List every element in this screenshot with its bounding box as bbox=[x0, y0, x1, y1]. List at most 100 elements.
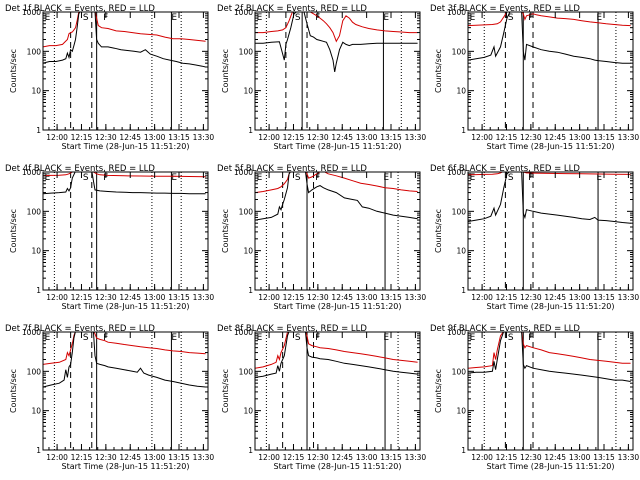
x-tick-label: 12:45 bbox=[119, 453, 141, 462]
y-tick-label: 100 bbox=[452, 367, 467, 376]
phase-marker-label: S bbox=[83, 333, 89, 343]
events-series-line bbox=[43, 332, 206, 388]
plot-frame bbox=[42, 331, 209, 451]
y-tick-label: 1 bbox=[36, 126, 41, 135]
y-tick-label: 100 bbox=[27, 207, 42, 216]
panel-det-5f: Det 5f BLACK = Events, RED = LLDESFE1101… bbox=[217, 164, 426, 311]
x-tick-label: 12:00 bbox=[258, 133, 280, 142]
phase-marker-label: E bbox=[596, 333, 602, 343]
panel-det-2f: Det 2f BLACK = Events, RED = LLDESFE1101… bbox=[217, 4, 426, 151]
x-tick-label: 13:15 bbox=[380, 453, 402, 462]
x-tick-label: 12:00 bbox=[258, 453, 280, 462]
x-axis-label: Start Time (28-Jun-15 11:51:20) bbox=[62, 302, 190, 311]
x-tick-label: 12:00 bbox=[471, 133, 493, 142]
y-tick-label: 1 bbox=[36, 286, 41, 295]
phase-marker-label: S bbox=[83, 173, 89, 183]
phase-marker-label: E bbox=[45, 13, 51, 23]
lld-series-line bbox=[468, 172, 631, 176]
x-tick-label: 12:00 bbox=[258, 293, 280, 302]
panel-det-9f: Det 9f BLACK = Events, RED = LLDESFE1101… bbox=[430, 324, 639, 471]
x-tick-label: 12:45 bbox=[544, 133, 566, 142]
panel-title: Det 6f BLACK = Events, RED = LLD bbox=[430, 164, 580, 174]
x-tick-label: 13:15 bbox=[380, 133, 402, 142]
x-tick-label: 12:00 bbox=[46, 453, 68, 462]
x-tick-label: 12:30 bbox=[307, 293, 329, 302]
y-tick-label: 100 bbox=[27, 367, 42, 376]
plot-frame bbox=[467, 331, 634, 451]
phase-marker-label: E bbox=[596, 13, 602, 23]
lld-series-line bbox=[255, 332, 418, 369]
lld-series-line bbox=[468, 12, 631, 27]
x-tick-label: 12:30 bbox=[520, 293, 542, 302]
x-tick-label: 12:15 bbox=[496, 133, 518, 142]
events-series-line bbox=[468, 172, 631, 224]
panel-title: Det 1f BLACK = Events, RED = LLD bbox=[5, 4, 155, 14]
lld-series-line bbox=[255, 172, 418, 194]
panel-title: Det 2f BLACK = Events, RED = LLD bbox=[217, 4, 367, 14]
x-tick-label: 12:15 bbox=[283, 133, 305, 142]
phase-marker-label: E bbox=[171, 333, 177, 343]
y-axis-label: Counts/sec bbox=[9, 49, 18, 93]
lld-series-line bbox=[43, 332, 206, 365]
y-axis-label: Counts/sec bbox=[221, 49, 230, 93]
x-tick-label: 12:45 bbox=[544, 293, 566, 302]
panel-det-1f: Det 1f BLACK = Events, RED = LLDESFE1101… bbox=[5, 4, 214, 151]
y-tick-label: 10 bbox=[31, 407, 41, 416]
panel-title: Det 4f BLACK = Events, RED = LLD bbox=[5, 164, 155, 174]
plot-frame bbox=[467, 171, 634, 291]
phase-marker-label: E bbox=[596, 173, 602, 183]
x-tick-label: 13:30 bbox=[193, 293, 215, 302]
phase-marker-label: E bbox=[470, 173, 476, 183]
x-tick-label: 12:30 bbox=[307, 453, 329, 462]
panel-det-7f: Det 7f BLACK = Events, RED = LLDESFE1101… bbox=[5, 324, 214, 471]
lld-series-line bbox=[43, 172, 206, 178]
panel-title: Det 5f BLACK = Events, RED = LLD bbox=[217, 164, 367, 174]
y-tick-label: 100 bbox=[239, 207, 254, 216]
x-tick-label: 12:15 bbox=[283, 293, 305, 302]
y-tick-label: 10 bbox=[456, 407, 466, 416]
phase-marker-label: E bbox=[257, 13, 263, 23]
x-tick-label: 13:00 bbox=[356, 133, 378, 142]
y-axis-label: Counts/sec bbox=[9, 209, 18, 253]
y-axis-label: Counts/sec bbox=[434, 369, 443, 413]
x-tick-label: 13:30 bbox=[618, 293, 640, 302]
plot-frame bbox=[254, 11, 421, 131]
plot-frame bbox=[42, 11, 209, 131]
lld-series-line bbox=[43, 12, 206, 48]
x-tick-label: 12:45 bbox=[119, 293, 141, 302]
x-tick-label: 13:00 bbox=[356, 293, 378, 302]
x-tick-label: 12:00 bbox=[46, 133, 68, 142]
x-tick-label: 12:30 bbox=[95, 133, 117, 142]
lld-series-line bbox=[468, 332, 631, 369]
y-tick-label: 10 bbox=[31, 247, 41, 256]
y-axis-label: Counts/sec bbox=[434, 209, 443, 253]
x-axis-label: Start Time (28-Jun-15 11:51:20) bbox=[62, 142, 190, 151]
plot-frame bbox=[254, 171, 421, 291]
panel-det-4f: Det 4f BLACK = Events, RED = LLDESFE1101… bbox=[5, 164, 214, 311]
x-tick-label: 12:45 bbox=[331, 293, 353, 302]
phase-marker-label: E bbox=[470, 333, 476, 343]
x-tick-label: 13:00 bbox=[144, 133, 166, 142]
x-axis-label: Start Time (28-Jun-15 11:51:20) bbox=[62, 462, 190, 471]
x-tick-label: 12:15 bbox=[496, 293, 518, 302]
x-axis-label: Start Time (28-Jun-15 11:51:20) bbox=[274, 462, 402, 471]
y-axis-label: Counts/sec bbox=[434, 49, 443, 93]
y-tick-label: 1000 bbox=[234, 328, 253, 337]
x-axis-label: Start Time (28-Jun-15 11:51:20) bbox=[487, 462, 615, 471]
x-tick-label: 12:30 bbox=[307, 133, 329, 142]
y-tick-label: 1 bbox=[36, 446, 41, 455]
x-tick-label: 13:15 bbox=[168, 453, 190, 462]
x-tick-label: 13:30 bbox=[618, 453, 640, 462]
events-series-line bbox=[255, 332, 418, 378]
y-tick-label: 1000 bbox=[447, 168, 466, 177]
plot-frame bbox=[254, 331, 421, 451]
x-tick-label: 13:15 bbox=[380, 293, 402, 302]
x-tick-label: 13:00 bbox=[569, 133, 591, 142]
y-axis-label: Counts/sec bbox=[221, 209, 230, 253]
y-tick-label: 1000 bbox=[22, 328, 41, 337]
panel-title: Det 3f BLACK = Events, RED = LLD bbox=[430, 4, 580, 14]
x-tick-label: 12:45 bbox=[119, 133, 141, 142]
y-tick-label: 1000 bbox=[234, 168, 253, 177]
y-tick-label: 1000 bbox=[22, 8, 41, 17]
